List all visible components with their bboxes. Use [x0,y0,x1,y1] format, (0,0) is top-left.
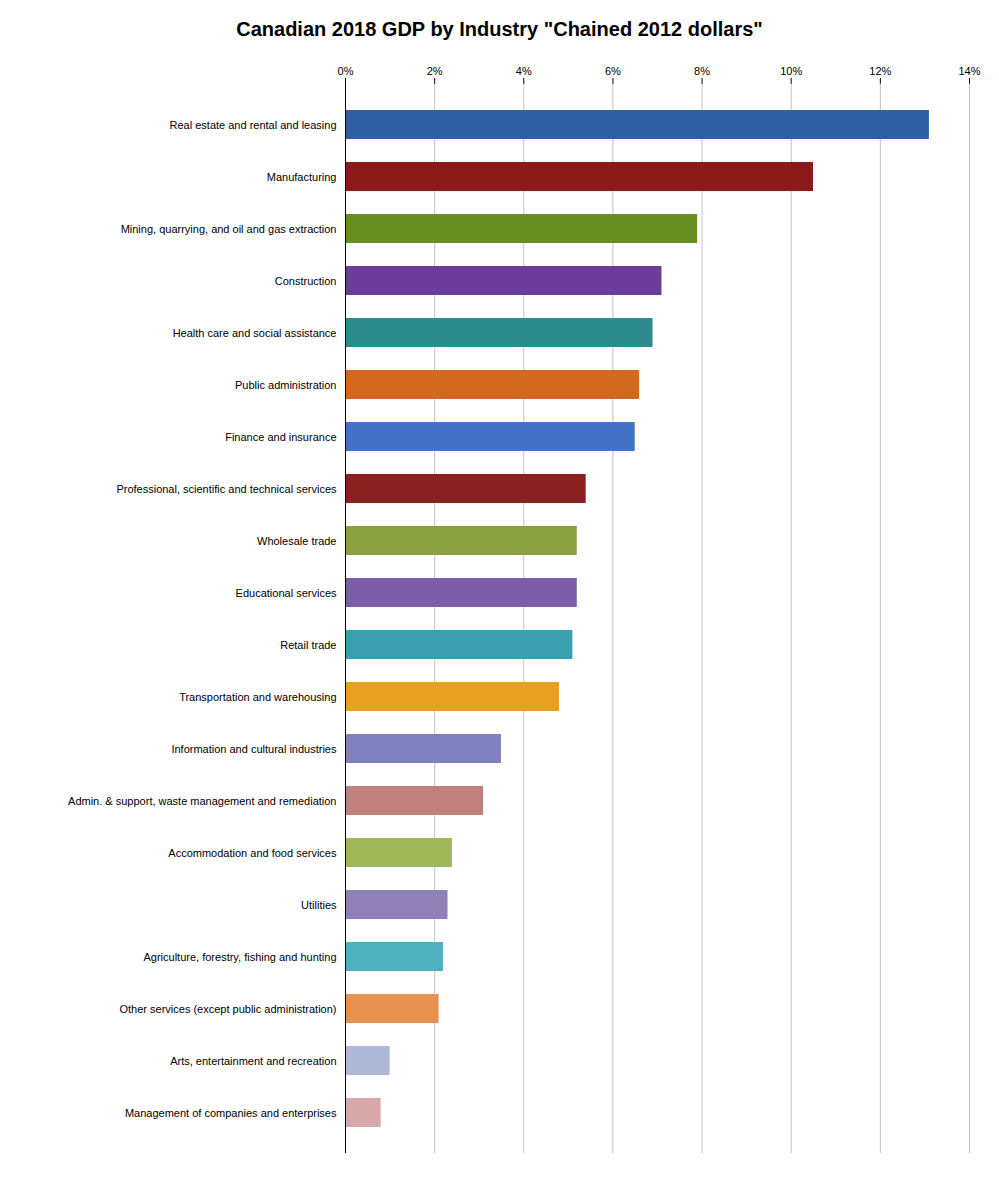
svg-text:Health care and social assista: Health care and social assistance [173,327,337,339]
svg-text:Retail trade: Retail trade [280,639,336,651]
svg-text:Transportation and warehousing: Transportation and warehousing [179,691,336,703]
svg-text:Wholesale trade: Wholesale trade [257,535,337,547]
svg-text:12%: 12% [869,65,891,77]
svg-text:Construction: Construction [275,275,337,287]
svg-text:Other services (except public: Other services (except public administra… [119,1003,336,1015]
svg-text:6%: 6% [605,65,621,77]
svg-text:Accommodation and food service: Accommodation and food services [168,847,337,859]
svg-text:Management of companies and en: Management of companies and enterprises [125,1107,337,1119]
svg-text:Admin. & support, waste manage: Admin. & support, waste management and r… [68,795,336,807]
svg-text:Arts, entertainment and recrea: Arts, entertainment and recreation [170,1055,336,1067]
svg-text:8%: 8% [694,65,710,77]
html-text:Canadian 2018 GDP by Industry: Canadian 2018 GDP by Industry "Chained 2… [236,18,763,40]
svg-text:Information and cultural indus: Information and cultural industries [171,743,337,755]
svg-text:Agriculture, forestry, fishing: Agriculture, forestry, fishing and hunti… [143,951,336,963]
svg-text:Real estate and rental and lea: Real estate and rental and leasing [170,119,337,131]
svg-text:2%: 2% [427,65,443,77]
svg-text:Finance and insurance: Finance and insurance [225,431,336,443]
svg-text:Public administration: Public administration [235,379,337,391]
svg-text:14%: 14% [958,65,980,77]
svg-text:Educational services: Educational services [236,587,337,599]
svg-text:4%: 4% [516,65,532,77]
svg-text:Mining, quarrying, and oil and: Mining, quarrying, and oil and gas extra… [121,223,337,235]
svg-text:0%: 0% [338,65,354,77]
svg-text:Professional, scientific and t: Professional, scientific and technical s… [116,483,337,495]
svg-text:Manufacturing: Manufacturing [267,171,337,183]
svg-text:10%: 10% [780,65,802,77]
svg-text:Utilities: Utilities [301,899,337,911]
